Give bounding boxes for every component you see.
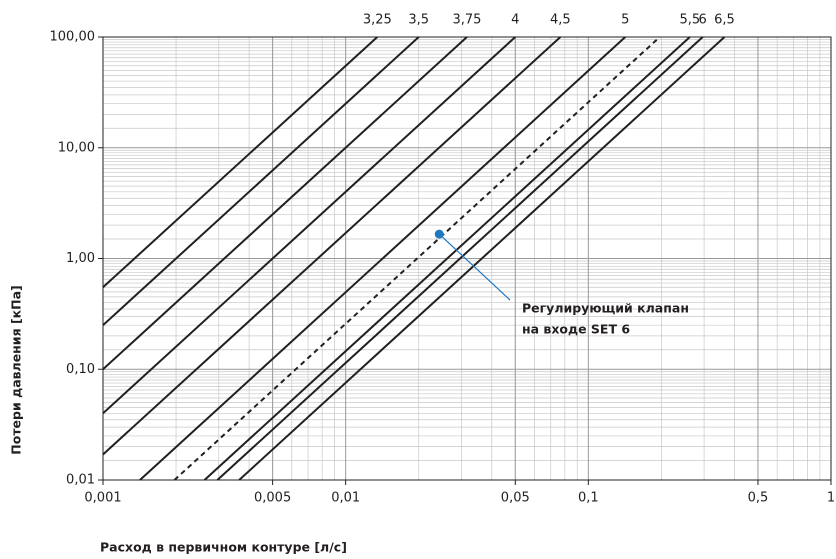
y-tick-label: 1,00	[66, 251, 95, 266]
y-tick-label: 100,00	[50, 30, 96, 45]
plot-frame	[102, 36, 832, 481]
series-line	[102, 36, 562, 456]
x-tick-label: 0,01	[331, 491, 360, 506]
line-label: 6,5	[714, 13, 735, 28]
annotation: Регулирующий клапан	[522, 301, 689, 316]
y-tick-label: 0,01	[66, 473, 95, 488]
x-tick-label: 0,05	[501, 491, 530, 506]
y-tick-label: 0,10	[66, 362, 95, 377]
series-line	[203, 36, 691, 481]
series-line	[139, 36, 626, 481]
series-line	[216, 36, 704, 481]
line-label: 3,5	[408, 13, 429, 28]
line-label: 3,75	[452, 13, 481, 28]
x-tick-label: 0,001	[84, 491, 121, 506]
line-label: 4,5	[550, 13, 571, 28]
line-label: 5	[621, 13, 629, 28]
series-line	[102, 36, 516, 415]
y-axis-title: Потери давления [кПа]	[9, 285, 24, 454]
x-tick-label: 0,1	[578, 491, 599, 506]
series-line	[238, 36, 726, 481]
annotation-leader	[438, 233, 511, 301]
line-label: 6	[699, 13, 707, 28]
annotation: на входе SET 6	[522, 322, 630, 337]
x-axis-title: Расход в первичном контуре [л/с]	[100, 540, 347, 555]
valve-point	[434, 229, 444, 239]
line-label: 3,25	[363, 13, 392, 28]
x-tick-label: 1	[827, 491, 835, 506]
series-line	[173, 36, 661, 481]
series-line	[102, 36, 468, 370]
x-tick-label: 0,005	[254, 491, 291, 506]
line-label: 4	[511, 13, 519, 28]
line-label: 5,5	[679, 13, 700, 28]
series-line	[102, 36, 420, 326]
series-line	[102, 36, 378, 288]
x-tick-label: 0,5	[748, 491, 769, 506]
y-tick-label: 10,00	[58, 140, 95, 155]
